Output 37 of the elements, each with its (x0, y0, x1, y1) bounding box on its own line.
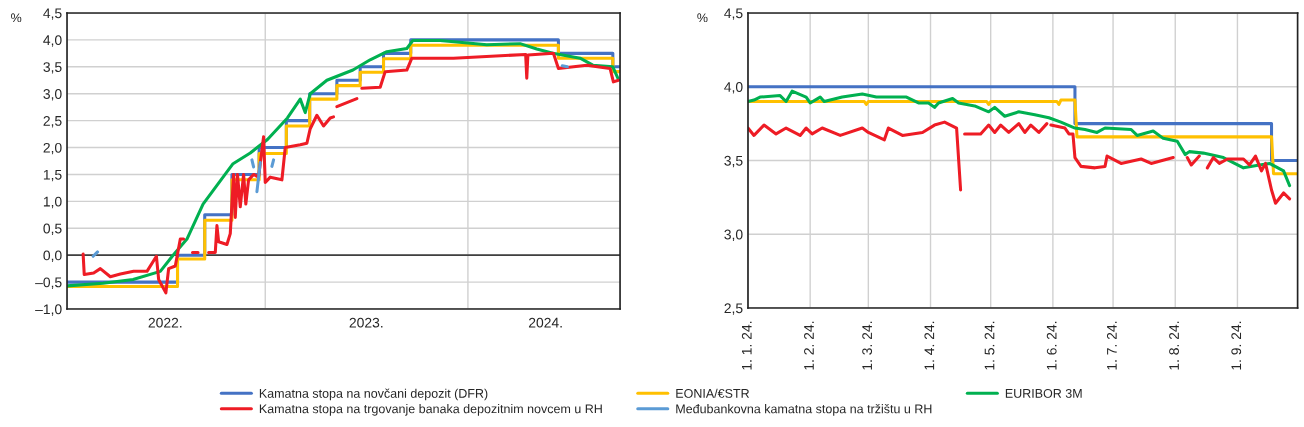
x-tick-label: 1. 5. 24. (984, 321, 995, 370)
y-axis-title: % (11, 13, 22, 23)
x-tick-label: 1. 7. 24. (1106, 321, 1117, 370)
y-tick-label: 1,5 (43, 169, 62, 182)
x-tick-label: 1. 6. 24. (1046, 321, 1057, 370)
y-tick-label: 2,0 (43, 142, 62, 155)
y-tick-label: 4,0 (43, 35, 62, 47)
line-series (747, 89, 1292, 188)
y-tick-label: 1,0 (43, 196, 62, 209)
x-tick-label: 1. 8. 24. (1169, 321, 1179, 370)
y-tick-label: 3,0 (724, 229, 743, 242)
y-tick-label: 3,5 (724, 155, 743, 168)
x-tick-label: 1. 1. 24. (741, 321, 752, 370)
y-tick-label: 4,5 (724, 8, 743, 20)
y-tick-label: 4,0 (724, 82, 743, 94)
x-tick-label: 2024. (528, 317, 562, 328)
y-tick-label: –0,5 (35, 277, 62, 289)
legend-label: EURIBOR 3M (1005, 388, 1082, 398)
y-tick-label: 2,5 (724, 303, 743, 315)
x-tick-label: 2023. (349, 317, 383, 328)
y-tick-label: 0,0 (43, 250, 62, 262)
y-tick-label: 3,0 (43, 89, 62, 101)
x-tick-label: 1. 9. 24. (1231, 321, 1242, 370)
x-tick-label: 1. 3. 24. (862, 321, 873, 370)
x-tick-label: 1. 4. 24. (924, 321, 935, 370)
y-tick-label: 0,5 (43, 223, 62, 236)
x-tick-label: 2022. (148, 317, 182, 328)
y-tick-label: –1,0 (35, 304, 62, 316)
y-axis-title: % (697, 13, 708, 23)
y-tick-label: 4,5 (43, 8, 62, 20)
legend-label: Kamatna stopa na trgovanje banaka depozitnim novcem u RH (259, 404, 602, 416)
legend-label: Kamatna stopa na novčani depozit (DFR) (259, 388, 488, 401)
x-tick-label: 1. 2. 24. (804, 321, 814, 370)
y-tick-label: 2,5 (43, 115, 62, 128)
legend-label: EONIA/€STR (676, 388, 750, 398)
legend-label: Međubankovna kamatna stopa na tržištu u RH (676, 404, 932, 416)
y-tick-label: 3,5 (43, 62, 62, 74)
